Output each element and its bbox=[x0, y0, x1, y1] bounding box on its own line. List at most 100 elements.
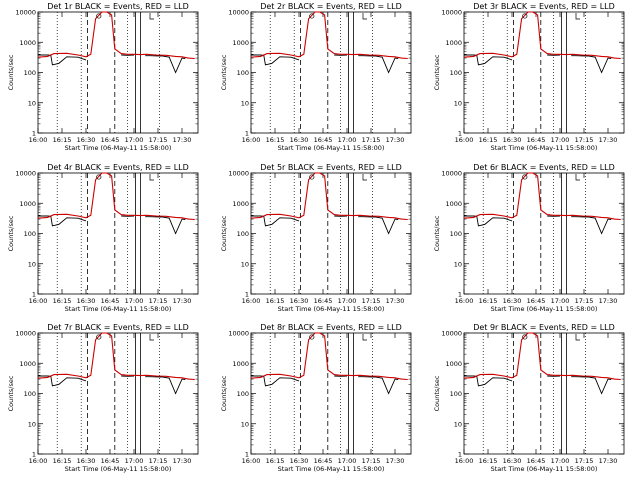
x-tick-label: 17:00 bbox=[125, 457, 144, 465]
x-tick-label: 16:45 bbox=[314, 136, 333, 144]
panel-title: Det 6r BLACK = Events, RED = LLD bbox=[473, 163, 615, 172]
corner-marker bbox=[149, 174, 154, 181]
x-tick-label: 17:00 bbox=[338, 297, 357, 305]
panel-det-5: Det 5r BLACK = Events, RED = LLD 1 10 100 10… bbox=[220, 163, 412, 313]
corner-marker bbox=[362, 13, 367, 20]
panel-title: Det 1r BLACK = Events, RED = LLD bbox=[47, 2, 189, 11]
plot-frame bbox=[463, 332, 625, 455]
x-tick-label: 16:30 bbox=[503, 457, 522, 465]
x-tick-label: 17:00 bbox=[125, 136, 144, 144]
peak-marker-circle bbox=[309, 174, 315, 180]
y-tick-label: 10000 bbox=[441, 170, 462, 178]
corner-marker bbox=[575, 13, 580, 20]
y-tick-label: 1 bbox=[245, 130, 249, 138]
peak-marker-circle bbox=[522, 13, 528, 19]
y-tick-label: 100 bbox=[237, 230, 249, 238]
x-axis-label: Start Time (06-May-11 15:58:00) bbox=[278, 305, 385, 313]
x-tick-label: 16:15 bbox=[53, 297, 72, 305]
x-tick-label: 16:15 bbox=[479, 297, 498, 305]
x-tick-label: 16:30 bbox=[77, 297, 96, 305]
lld-series-line bbox=[250, 172, 408, 221]
y-tick-label: 100 bbox=[450, 390, 462, 398]
y-axis-label: Counts/sec bbox=[220, 54, 228, 90]
x-axis-label: Start Time (06-May-11 15:58:00) bbox=[65, 144, 172, 152]
y-tick-label: 1 bbox=[458, 451, 462, 459]
y-tick-label: 1 bbox=[458, 130, 462, 138]
plot-frame bbox=[463, 172, 625, 295]
x-tick-label: 17:00 bbox=[338, 457, 357, 465]
panel-title: Det 2r BLACK = Events, RED = LLD bbox=[260, 2, 402, 11]
y-tick-label: 10000 bbox=[15, 330, 36, 338]
y-axis-label: Counts/sec bbox=[7, 215, 15, 251]
y-tick-label: 100 bbox=[450, 230, 462, 238]
y-tick-label: 1000 bbox=[445, 200, 462, 208]
y-tick-label: 10000 bbox=[228, 170, 249, 178]
x-tick-label: 16:15 bbox=[479, 457, 498, 465]
peak-marker-circle bbox=[96, 174, 102, 180]
y-tick-label: 100 bbox=[24, 69, 36, 77]
x-tick-label: 17:00 bbox=[338, 136, 357, 144]
events-series-line bbox=[38, 215, 186, 235]
y-axis-label: Counts/sec bbox=[220, 375, 228, 411]
y-tick-label: 10000 bbox=[15, 170, 36, 178]
corner-marker bbox=[149, 334, 154, 341]
peak-marker-circle bbox=[309, 13, 315, 19]
x-tick-label: 17:30 bbox=[599, 457, 618, 465]
y-tick-label: 10000 bbox=[441, 330, 462, 338]
corner-marker bbox=[575, 174, 580, 181]
plot-frame bbox=[37, 11, 199, 134]
x-tick-label: 17:30 bbox=[599, 136, 618, 144]
lld-series-line bbox=[37, 172, 195, 221]
panel-det-2: Det 2r BLACK = Events, RED = LLD 1 10 100 10… bbox=[220, 2, 412, 152]
y-axis-label: Counts/sec bbox=[220, 215, 228, 251]
y-tick-label: 10 bbox=[241, 260, 249, 268]
lld-series-line bbox=[463, 332, 621, 381]
y-tick-label: 10 bbox=[241, 420, 249, 428]
x-tick-label: 17:15 bbox=[575, 457, 594, 465]
y-tick-label: 10000 bbox=[441, 9, 462, 17]
x-tick-label: 17:15 bbox=[362, 297, 381, 305]
x-axis-label: Start Time (06-May-11 15:58:00) bbox=[491, 144, 598, 152]
x-tick-label: 16:30 bbox=[290, 136, 309, 144]
corner-marker bbox=[362, 334, 367, 341]
x-tick-label: 17:00 bbox=[551, 136, 570, 144]
plot-frame bbox=[250, 11, 412, 134]
panel-title: Det 7r BLACK = Events, RED = LLD bbox=[47, 323, 189, 332]
plot-frame bbox=[463, 11, 625, 134]
y-tick-label: 10 bbox=[28, 420, 36, 428]
x-tick-label: 16:15 bbox=[53, 136, 72, 144]
x-tick-label: 16:45 bbox=[527, 136, 546, 144]
y-tick-label: 1000 bbox=[232, 200, 249, 208]
x-axis-label: Start Time (06-May-11 15:58:00) bbox=[65, 465, 172, 473]
events-series-line bbox=[464, 215, 612, 235]
panel-title: Det 5r BLACK = Events, RED = LLD bbox=[260, 163, 402, 172]
y-tick-label: 1000 bbox=[445, 39, 462, 47]
x-tick-label: 17:30 bbox=[173, 136, 192, 144]
y-tick-label: 100 bbox=[24, 390, 36, 398]
x-tick-label: 16:00 bbox=[29, 457, 48, 465]
x-tick-label: 17:00 bbox=[125, 297, 144, 305]
y-tick-label: 10 bbox=[28, 99, 36, 107]
panel-det-1: Det 1r BLACK = Events, RED = LLD 1 10 100 10… bbox=[7, 2, 199, 152]
panel-title: Det 8r BLACK = Events, RED = LLD bbox=[260, 323, 402, 332]
x-tick-label: 17:00 bbox=[551, 457, 570, 465]
y-tick-label: 1000 bbox=[445, 360, 462, 368]
lld-series-line bbox=[37, 11, 195, 60]
y-tick-label: 1 bbox=[32, 291, 36, 299]
y-tick-label: 100 bbox=[450, 69, 462, 77]
y-tick-label: 10000 bbox=[15, 9, 36, 17]
x-tick-label: 16:45 bbox=[101, 297, 120, 305]
y-tick-label: 1000 bbox=[19, 200, 36, 208]
panel-title: Det 9r BLACK = Events, RED = LLD bbox=[473, 323, 615, 332]
y-tick-label: 1000 bbox=[19, 360, 36, 368]
lld-series-line bbox=[463, 172, 621, 221]
peak-marker-circle bbox=[522, 174, 528, 180]
x-tick-label: 17:15 bbox=[362, 136, 381, 144]
x-tick-label: 17:00 bbox=[551, 297, 570, 305]
y-tick-label: 1 bbox=[245, 291, 249, 299]
y-axis-label: Counts/sec bbox=[433, 375, 441, 411]
lld-series-line bbox=[463, 11, 621, 60]
y-tick-label: 100 bbox=[24, 230, 36, 238]
plot-frame bbox=[37, 172, 199, 295]
y-tick-label: 10000 bbox=[228, 330, 249, 338]
